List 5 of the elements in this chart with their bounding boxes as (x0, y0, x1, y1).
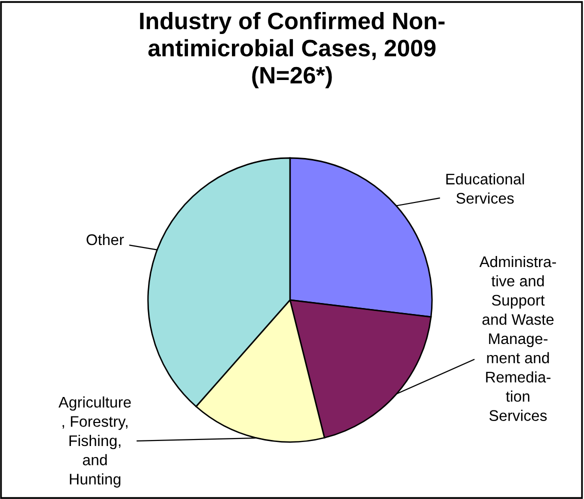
slice-label: Other (86, 234, 124, 246)
category-label: Administra- tive and Support and Waste Manage- ment and Remedia- tion Services (479, 256, 556, 421)
slice-label: Educational Services (446, 173, 524, 204)
chart-title: Industry of Confirmed Non- antimicrobial Cases, 2009 (N=26*) (140, 12, 445, 88)
slice-label: Agriculture , Forestry, Fishing, and Hunting (58, 396, 131, 488)
